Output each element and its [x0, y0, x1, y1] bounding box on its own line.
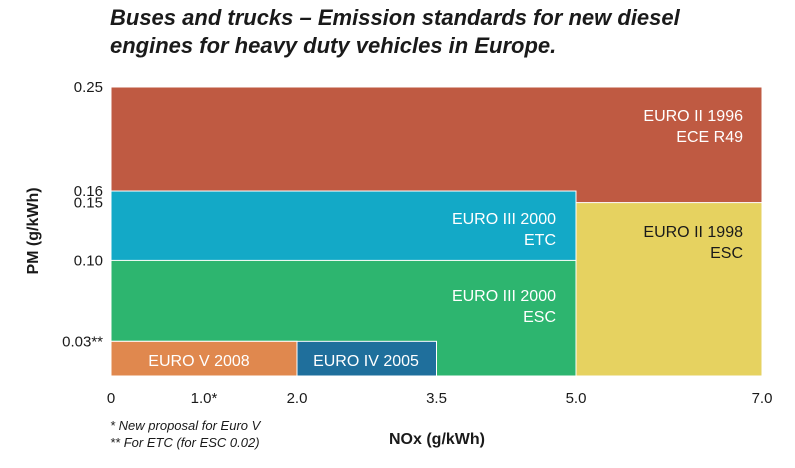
- x-tick-label: 3.5: [426, 390, 447, 407]
- region-label-euro-iv-2005: EURO IV 2005: [313, 353, 419, 370]
- chart-title-line-2: engines for heavy duty vehicles in Europ…: [110, 33, 557, 58]
- x-tick-label: 1.0*: [191, 390, 218, 407]
- x-tick-label: 7.0: [752, 390, 773, 407]
- x-axis-label: NOx (g/kWh): [389, 431, 485, 448]
- x-tick-label: 2.0: [287, 390, 308, 407]
- y-tick-label: 0.16: [74, 183, 103, 200]
- region-euro-v-2008: [110, 340, 298, 377]
- regions-layer: [110, 86, 763, 377]
- region-label-euro-iii-2000-esc: EURO III 2000 ESC: [452, 288, 556, 326]
- region-label-euro-ii-1998: EURO II 1998 ESC: [643, 224, 743, 262]
- x-tick-label: 0: [107, 390, 115, 407]
- region-label-line: EURO II 1998: [643, 224, 743, 241]
- region-label-euro-v-2008: EURO V 2008: [148, 353, 249, 370]
- region-label-line: EURO III 2000: [452, 288, 556, 305]
- y-axis-label: PM (g/kWh): [25, 187, 42, 274]
- region-label-line: EURO IV 2005: [313, 353, 419, 370]
- region-label-line: EURO V 2008: [148, 353, 249, 370]
- region-label-line: ESC: [710, 245, 743, 262]
- region-label-euro-ii-1996: EURO II 1996 ECE R49: [643, 108, 743, 146]
- region-label-euro-iii-2000-etc: EURO III 2000 ETC: [452, 211, 556, 249]
- footnote-1: * New proposal for Euro V: [110, 418, 261, 433]
- x-tick-label: 5.0: [566, 390, 587, 407]
- region-label-line: ECE R49: [676, 129, 743, 146]
- y-tick-label: 0.10: [74, 252, 103, 269]
- y-tick-label: 0.25: [74, 79, 103, 96]
- region-label-line: EURO III 2000: [452, 211, 556, 228]
- ticks-layer: 0 1.0* 2.0 3.5 5.0 7.0 0.03** 0.10 0.150.16 0.25: [62, 79, 772, 407]
- chart-title: Buses and trucks – Emission standards fo…: [110, 4, 780, 60]
- chart-title-line-1: Buses and trucks – Emission standards fo…: [110, 5, 680, 30]
- footnote-2: ** For ETC (for ESC 0.02): [110, 435, 260, 450]
- footnotes: * New proposal for Euro V ** For ETC (fo…: [110, 417, 260, 451]
- region-label-line: EURO II 1996: [643, 108, 743, 125]
- region-label-line: ETC: [524, 232, 556, 249]
- y-tick-label: 0.15: [74, 195, 103, 212]
- region-label-line: ESC: [523, 309, 556, 326]
- y-tick-label: 0.03**: [62, 333, 103, 350]
